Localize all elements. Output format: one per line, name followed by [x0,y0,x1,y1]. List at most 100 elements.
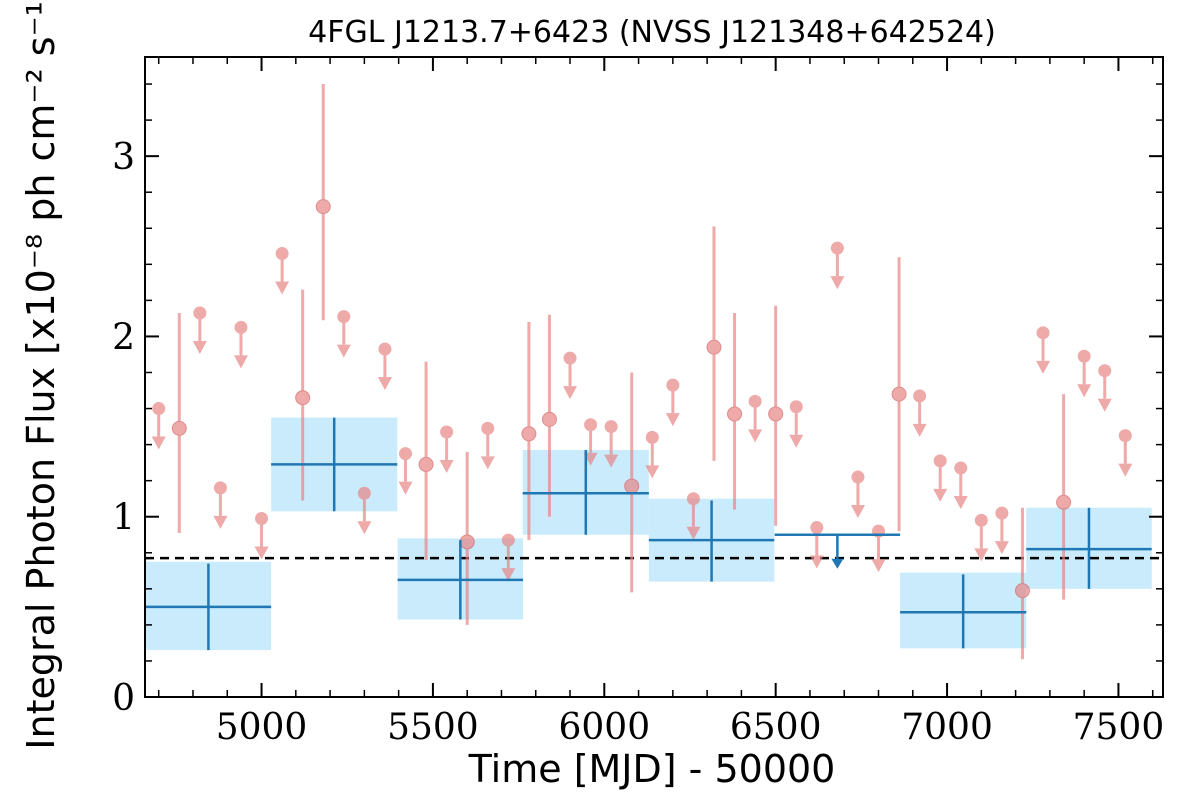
upper-limit-arrowhead [789,434,804,448]
y-axis-title: Integral Photon Flux [x10⁻⁸ ph cm⁻² s⁻¹] [19,0,63,750]
coarse-bin-point [648,500,775,582]
upper-limit-arrowhead [151,436,166,450]
upper-limit-marker [645,430,659,444]
upper-limit-marker [193,306,207,320]
fine-bin-point [727,313,743,510]
upper-limit-marker [275,247,289,261]
fine-bin-upper-limit [1118,429,1133,477]
fine-bin-upper-limit [748,394,763,443]
data-point [706,339,722,355]
data-point [315,199,331,215]
fine-bin-point [768,305,784,526]
fine-bin-upper-limit [1077,349,1092,398]
upper-limit-arrowhead [953,496,968,510]
data-point [891,386,907,402]
fine-bin-point [1014,507,1030,660]
fine-bin-upper-limit [192,306,207,354]
x-tick-label: 5500 [387,707,479,748]
upper-limit-arrowhead [254,546,269,560]
fine-bin-upper-limit [871,524,886,573]
data-point [171,420,187,436]
coarse-bin-point [271,417,398,512]
tick-labels: 5000 5500 6000 6500 7000 7500 0 1 2 3 [112,137,1164,748]
upper-limit-arrowhead [398,481,413,495]
fine-bin-upper-limit [398,447,413,495]
upper-limit-arrowhead [563,386,578,400]
fine-bin-upper-limit [501,533,516,582]
upper-limit-marker [501,533,515,547]
data-point [541,411,557,427]
upper-limit-arrowhead [192,341,207,354]
x-tick-label: 6000 [558,707,650,748]
upper-limit-arrowhead [480,456,495,470]
data-point [624,478,640,494]
upper-limit-arrowhead [665,413,680,427]
upper-limit-marker [337,310,351,324]
upper-limit-arrowhead [439,459,454,473]
fine-bin-upper-limit [480,421,495,470]
coarse-bin-point [900,574,1027,649]
upper-limit-marker [789,400,803,414]
upper-limit-marker [851,470,865,484]
fine-bin-upper-limit [604,420,619,468]
coarse-bin-point [1026,507,1152,589]
x-tick-label: 7000 [901,707,993,748]
fine-bin-upper-limit [645,430,660,479]
upper-limit-arrowhead [831,558,844,569]
upper-limit-arrowhead [912,423,927,437]
upper-limit-arrowhead [933,488,948,502]
fine-bin-upper-limit [357,486,372,535]
data-point [418,456,434,472]
upper-limit-arrowhead [1036,360,1051,374]
fine-bin-point [891,257,907,532]
fine-bin-point [459,451,475,625]
upper-limit-arrowhead [830,276,845,290]
upper-limit-arrowhead [357,521,372,535]
upper-limit-marker [913,389,927,403]
data-point [295,390,311,406]
coarse-bin-point [145,563,272,651]
x-tick-label: 6500 [730,707,822,748]
upper-limit-marker [398,447,412,461]
fine-bin-upper-limit [213,481,228,529]
upper-limit-arrowhead [377,377,392,391]
upper-limit-marker [357,486,371,500]
fine-bin-upper-limit [912,389,927,437]
fine-bin-points [151,84,1133,660]
upper-limit-marker [440,425,454,439]
fine-bin-upper-limit [686,492,701,540]
data-point [768,406,784,422]
upper-limit-marker [234,320,248,334]
upper-limit-marker [1077,349,1091,363]
fine-bin-point [171,313,187,533]
fine-bin-point [624,372,640,593]
y-tick-label: 1 [112,498,135,539]
axes [144,56,1164,698]
upper-limit-marker [152,402,166,416]
fine-bin-point [1056,394,1072,600]
fine-bin-point [315,84,331,321]
upper-limit-marker [1118,429,1132,443]
data-point [521,426,537,442]
fine-bin-upper-limit [336,310,351,358]
upper-limit-arrowhead [974,548,989,562]
upper-limit-arrowhead [336,344,351,358]
coarse-bin-upper-limit [774,533,901,569]
plot-frame [144,56,1164,698]
upper-limit-arrowhead [850,505,865,519]
upper-limit-arrowhead [1077,384,1092,398]
upper-limit-marker [954,461,968,475]
upper-limit-marker [1098,364,1112,378]
upper-limit-arrowhead [809,555,824,569]
fine-bin-upper-limit [275,247,290,295]
fine-bin-upper-limit [233,320,248,369]
upper-limit-marker [686,492,700,506]
y-tick-label: 2 [112,317,135,358]
upper-limit-arrowhead [1118,463,1133,477]
fine-bin-upper-limit [933,454,948,502]
coarse-bin-point [397,540,524,620]
chart-title: 4FGL J1213.7+6423 (NVSS J121348+642524) [308,15,996,50]
upper-limit-arrowhead [233,355,248,369]
upper-limit-arrowhead [275,281,290,295]
